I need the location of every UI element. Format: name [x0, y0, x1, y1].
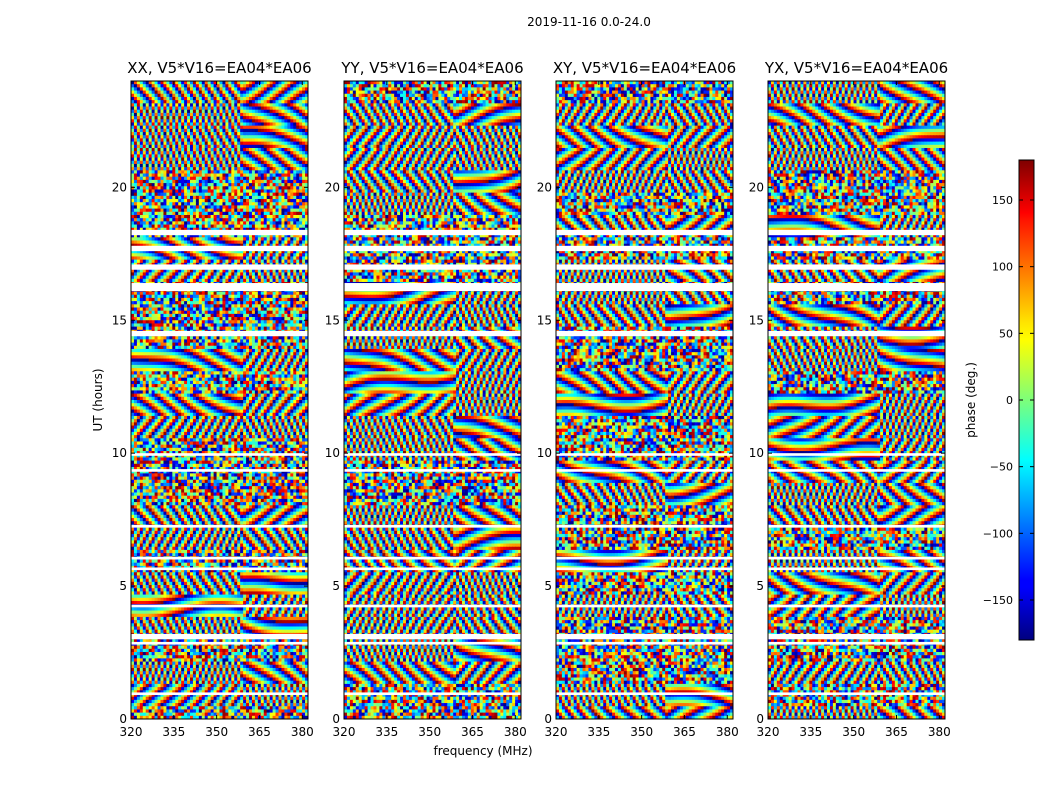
panel-title: XY, V5*V16=EA04*EA06 — [553, 59, 736, 77]
phase-image — [131, 81, 308, 719]
y-tick-label: 0 — [756, 712, 764, 726]
y-tick-label: 0 — [119, 712, 127, 726]
x-tick-label: 320 — [120, 725, 143, 739]
panel-yy: YY, V5*V16=EA04*EA06 320 335 350 365 380 0 5 10 1… — [325, 59, 527, 739]
x-tick-label: 320 — [545, 725, 568, 739]
x-tick-label: 335 — [799, 725, 822, 739]
x-tick-label: 350 — [205, 725, 228, 739]
y-tick-label: 5 — [119, 579, 127, 593]
y-tick-label: 10 — [325, 446, 340, 460]
x-tick-label: 380 — [928, 725, 951, 739]
y-tick-label: 15 — [749, 313, 764, 327]
panel-frame — [555, 80, 734, 720]
y-tick-label: 20 — [537, 180, 552, 194]
x-tick-label: 350 — [418, 725, 441, 739]
y-tick-label: 5 — [756, 579, 764, 593]
colorbar-tick-label: −100 — [983, 527, 1013, 540]
y-tick-label: 10 — [749, 446, 764, 460]
panel-title: YY, V5*V16=EA04*EA06 — [340, 59, 523, 77]
colorbar-label: phase (deg.) — [964, 362, 978, 438]
colorbar-tick-label: 100 — [992, 261, 1013, 274]
x-tick-label: 380 — [291, 725, 314, 739]
colorbar-tick-label: −150 — [983, 594, 1013, 607]
phase-image — [556, 81, 733, 719]
y-tick-label: 10 — [112, 446, 127, 460]
y-tick-label: 20 — [112, 180, 127, 194]
y-tick-label: 5 — [544, 579, 552, 593]
y-tick-label: 20 — [325, 180, 340, 194]
y-tick-label: 0 — [544, 712, 552, 726]
x-tick-label: 365 — [461, 725, 484, 739]
panel-yx: YX, V5*V16=EA04*EA06 320 335 350 365 380 0 5 10 1… — [749, 59, 951, 739]
x-tick-label: 365 — [248, 725, 271, 739]
colorbar-tick-label: 150 — [992, 194, 1013, 207]
y-tick-label: 15 — [537, 313, 552, 327]
x-axis-label: frequency (MHz) — [433, 744, 532, 758]
panel-frame — [130, 80, 309, 720]
x-tick-label: 350 — [842, 725, 865, 739]
panels: XX, V5*V16=EA04*EA06 320 335 350 365 380 0 5 10 1… — [112, 59, 951, 739]
x-tick-label: 320 — [333, 725, 356, 739]
x-tick-label: 335 — [375, 725, 398, 739]
x-tick-label: 365 — [885, 725, 908, 739]
panel-title: YX, V5*V16=EA04*EA06 — [764, 59, 948, 77]
x-tick-label: 365 — [673, 725, 696, 739]
panel-title: XX, V5*V16=EA04*EA06 — [127, 59, 311, 77]
y-tick-label: 15 — [325, 313, 340, 327]
colorbar: −150 −100 −50 0 50 100 150 — [983, 159, 1035, 641]
x-tick-label: 380 — [716, 725, 739, 739]
y-tick-label: 15 — [112, 313, 127, 327]
y-tick-label: 0 — [332, 712, 340, 726]
x-tick-label: 380 — [504, 725, 527, 739]
y-axis-label: UT (hours) — [91, 368, 105, 431]
y-tick-label: 20 — [749, 180, 764, 194]
colorbar-tick-label: 50 — [999, 327, 1013, 340]
colorbar-tick-label: −50 — [990, 461, 1013, 474]
x-tick-label: 320 — [757, 725, 780, 739]
panel-xx: XX, V5*V16=EA04*EA06 320 335 350 365 380 0 5 10 1… — [112, 59, 314, 739]
x-tick-label: 335 — [162, 725, 185, 739]
panel-frame — [343, 80, 522, 720]
colorbar-tick-label: 0 — [1006, 394, 1013, 407]
x-tick-label: 350 — [630, 725, 653, 739]
y-tick-label: 10 — [537, 446, 552, 460]
panel-xy: XY, V5*V16=EA04*EA06 320 335 350 365 380 0 5 10 1… — [537, 59, 739, 739]
y-tick-label: 5 — [332, 579, 340, 593]
phase-image — [344, 81, 521, 719]
phase-image — [768, 81, 945, 719]
figure-title: 2019-11-16 0.0-24.0 — [527, 15, 651, 29]
x-tick-label: 335 — [587, 725, 610, 739]
panel-frame — [767, 80, 946, 720]
